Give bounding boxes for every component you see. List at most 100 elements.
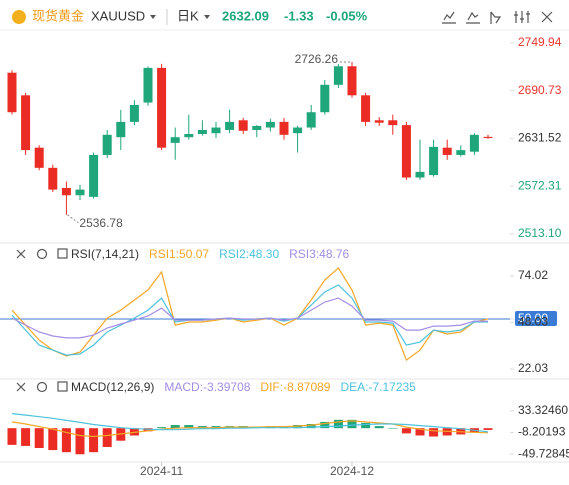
panel-icons — [16, 248, 68, 393]
price: 2632.09 — [222, 8, 269, 23]
histogram-bar — [61, 428, 71, 453]
expand-icon[interactable] — [57, 381, 68, 392]
histogram-bar — [415, 428, 425, 436]
candle-body — [157, 67, 167, 148]
candle-body — [143, 67, 153, 103]
histogram-bar — [34, 428, 44, 449]
histogram-bar — [333, 419, 343, 429]
candle-body — [333, 66, 343, 85]
candle-body — [456, 150, 466, 155]
dropdown-arrow[interactable] — [204, 15, 210, 19]
indicator-title: MACD(12,26,9) — [71, 380, 154, 394]
candle-body — [252, 125, 262, 130]
candle-body — [388, 120, 398, 126]
indicator-line — [11, 413, 489, 433]
histogram-bar — [75, 428, 85, 455]
candle-body — [89, 154, 99, 197]
candle-body — [48, 167, 58, 190]
gold-icon — [12, 10, 26, 24]
tool-icon[interactable] — [490, 11, 502, 24]
indicator-line — [11, 420, 489, 438]
candle-body — [61, 187, 71, 196]
candle-body — [347, 66, 357, 96]
candle-body — [293, 127, 303, 134]
candle-body — [306, 112, 316, 128]
y-tick-label: 2631.52 — [518, 131, 562, 145]
candle-body — [102, 134, 112, 155]
period[interactable]: 日K — [177, 8, 199, 23]
candle-body — [75, 189, 85, 196]
low-annotation: 2536.78 — [79, 216, 123, 230]
legend-entry: MACD:-3.39708 — [164, 380, 250, 394]
candle-body — [320, 84, 330, 113]
histogram-bar — [361, 422, 371, 429]
y-tick-label: 2572.31 — [518, 178, 562, 192]
legend-entry: DIF:-8.87089 — [260, 380, 330, 394]
histogram-bar — [170, 425, 180, 429]
instrument-name: 现货黄金 — [32, 8, 84, 23]
dropdown-arrow[interactable] — [150, 15, 156, 19]
candle-body — [129, 104, 139, 122]
indicator-title: RSI(7,14,21) — [71, 247, 139, 261]
tool-icon[interactable] — [514, 11, 530, 23]
y-tick-label: 48.03 — [518, 315, 548, 329]
histogram-bar — [429, 428, 439, 437]
y-tick-label: 2690.73 — [518, 83, 562, 97]
histogram-bar — [21, 428, 31, 446]
toolbar — [442, 11, 553, 24]
close-icon[interactable] — [16, 382, 26, 392]
settings-icon[interactable] — [36, 248, 48, 260]
candle-body — [265, 121, 275, 128]
candle-body — [170, 137, 180, 143]
histogram-bar — [306, 424, 316, 429]
candle-body — [211, 127, 221, 134]
candle-body — [7, 72, 17, 113]
x-tick-label: 2024-11 — [140, 464, 183, 478]
legend-entry: RSI2:48.30 — [219, 247, 279, 261]
histogram-bar — [483, 428, 493, 430]
tool-icon[interactable] — [541, 11, 553, 23]
histogram-bar — [102, 428, 112, 447]
histogram-bar — [388, 428, 398, 429]
y-tick-label: -49.72845 — [518, 446, 569, 460]
candle-body — [429, 146, 439, 176]
legend-entry: RSI1:50.07 — [149, 247, 209, 261]
histogram-bar — [48, 428, 58, 451]
candle-body — [483, 136, 493, 138]
histogram-bar — [184, 425, 194, 429]
histogram-bar — [374, 426, 384, 429]
x-tick-label: 2024-12 — [330, 464, 374, 478]
candle-body — [21, 95, 31, 151]
y-tick-label: 22.03 — [518, 361, 548, 375]
candle-body — [184, 133, 194, 138]
tool-icon[interactable] — [442, 11, 456, 24]
candle-body — [279, 121, 289, 135]
candle-body — [225, 121, 235, 130]
candle-body — [361, 95, 371, 122]
tick-highlight — [515, 310, 557, 326]
y-tick-label: 2513.10 — [518, 226, 562, 240]
candle-body — [374, 120, 384, 123]
close-icon[interactable] — [16, 249, 26, 259]
y-tick-label: 74.02 — [518, 268, 548, 282]
legend-entry: DEA:-7.17235 — [340, 380, 416, 394]
symbol[interactable]: XAUUSD — [91, 8, 145, 23]
candle-body — [469, 134, 479, 152]
change: -1.33 — [284, 8, 314, 23]
candle-body — [238, 120, 248, 131]
candle-body — [116, 121, 126, 138]
tool-icon[interactable] — [466, 11, 480, 24]
histogram-bar — [7, 428, 17, 445]
settings-icon[interactable] — [36, 381, 48, 393]
histogram-bar — [401, 428, 411, 434]
candle-body — [415, 171, 425, 178]
histogram-bar — [320, 421, 330, 429]
expand-icon[interactable] — [57, 248, 68, 259]
candle-body — [401, 125, 411, 178]
y-tick-label: 33.32460 — [518, 403, 568, 417]
histogram-bar — [347, 419, 357, 429]
histogram-bar — [89, 428, 99, 453]
candle-body — [34, 147, 44, 168]
legend-entry: RSI3:48.76 — [289, 247, 349, 261]
